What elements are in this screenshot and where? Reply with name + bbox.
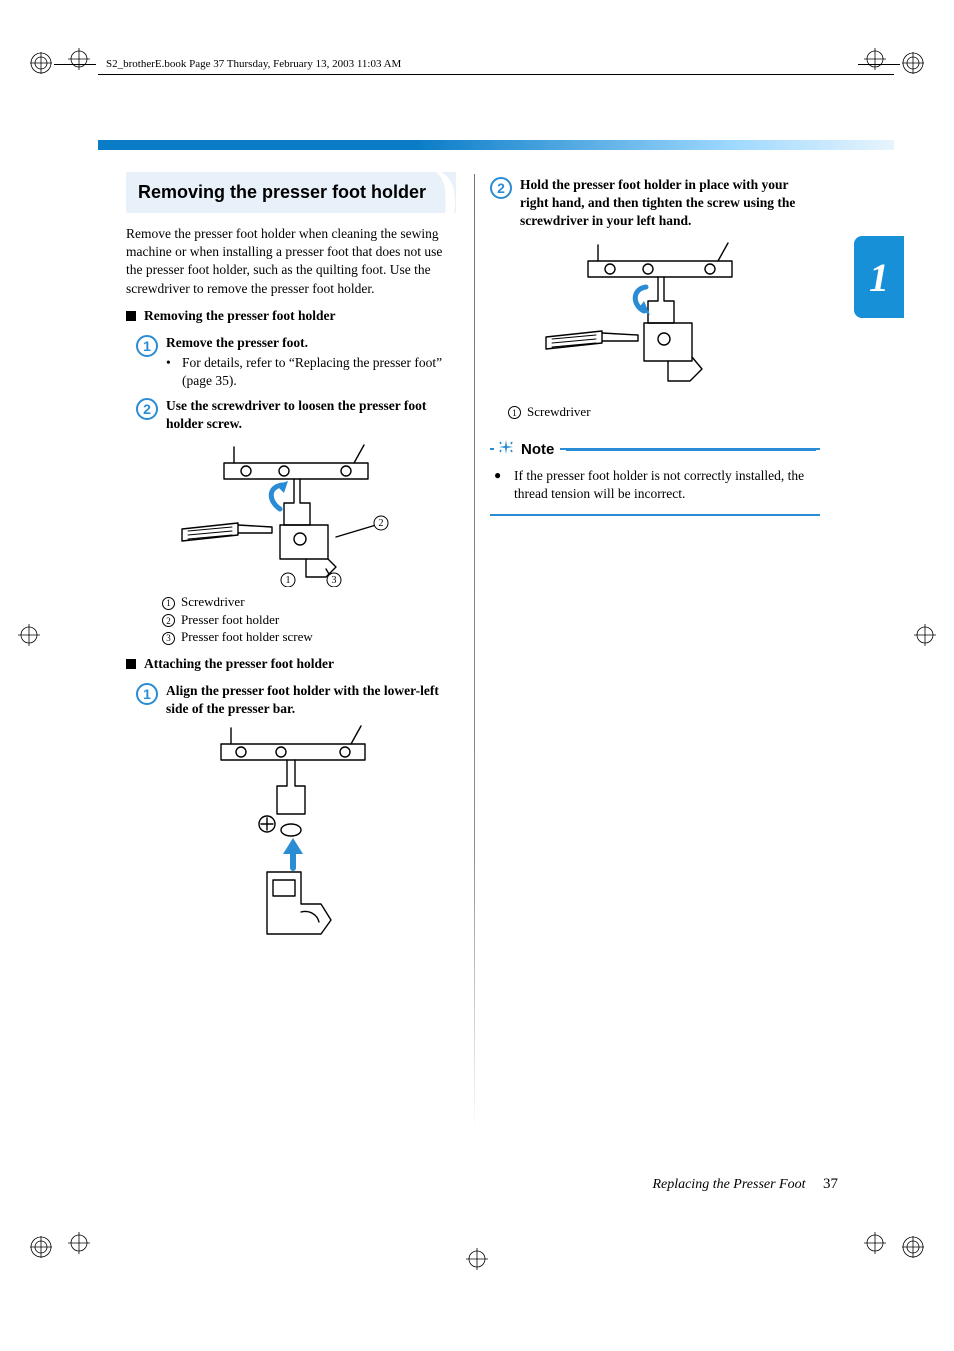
crop-line-top xyxy=(54,64,96,65)
sparkle-icon xyxy=(496,439,516,459)
step-c2-title: Hold the presser foot holder in place wi… xyxy=(520,176,820,231)
diagram-align-holder xyxy=(201,724,381,954)
crop-mark-top-left-cross xyxy=(68,48,90,70)
step-a1: 1 Remove the presser foot. For details, … xyxy=(136,334,456,391)
header-rule xyxy=(98,74,894,75)
crop-bottom-right-cross xyxy=(864,1232,886,1254)
step-a2: 2 Use the screwdriver to loosen the pres… xyxy=(136,397,456,433)
page-header-text: S2_brotherE.book Page 37 Thursday, Febru… xyxy=(106,58,401,70)
step-number-icon: 2 xyxy=(136,398,158,420)
step-b1: 1 Align the presser foot holder with the… xyxy=(136,682,456,718)
step-a1-bullet: For details, refer to “Replacing the pre… xyxy=(166,354,456,390)
crop-bottom-left-target xyxy=(30,1236,52,1258)
callout-label: Screwdriver xyxy=(527,403,591,421)
section-title-box: ) Removing the presser foot holder xyxy=(126,172,456,213)
crop-mark-top-left-target xyxy=(30,52,52,74)
subhead-removing-label: Removing the presser foot holder xyxy=(144,308,335,324)
crop-mark-top-right-target xyxy=(902,52,924,74)
svg-text:1: 1 xyxy=(286,575,291,586)
square-bullet-icon xyxy=(126,311,136,321)
step-number-icon: 1 xyxy=(136,683,158,705)
note-header-line xyxy=(566,450,816,451)
subhead-attaching-label: Attaching the presser foot holder xyxy=(144,656,334,672)
page-number: 37 xyxy=(823,1176,838,1192)
callout-num: 3 xyxy=(162,632,175,645)
callouts-diagram3: 1 Screwdriver xyxy=(508,403,820,421)
intro-paragraph: Remove the presser foot holder when clea… xyxy=(126,225,456,298)
note-body: If the presser foot holder is not correc… xyxy=(494,467,816,503)
crop-mid-left xyxy=(18,624,40,646)
svg-text:3: 3 xyxy=(332,575,337,586)
step-number-icon: 1 xyxy=(136,335,158,357)
diagram-loosen-screw: 1 3 2 xyxy=(176,439,406,587)
crop-line-top-r xyxy=(858,64,900,65)
top-accent-bar xyxy=(98,140,894,150)
crop-bottom-left-cross xyxy=(68,1232,90,1254)
callouts-diagram1: 1 Screwdriver 2 Presser foot holder 3 Press… xyxy=(162,593,456,646)
crop-mark-top-right-cross xyxy=(864,48,886,70)
chapter-number: 1 xyxy=(869,254,889,301)
step-number-icon: 2 xyxy=(490,177,512,199)
crop-mid-right xyxy=(914,624,936,646)
svg-text:2: 2 xyxy=(379,518,384,529)
section-title: Removing the presser foot holder xyxy=(138,182,444,203)
column-divider xyxy=(474,174,475,1134)
subhead-attaching: Attaching the presser foot holder xyxy=(126,656,456,672)
step-b1-title: Align the presser foot holder with the l… xyxy=(166,682,456,718)
step-a1-title: Remove the presser foot. xyxy=(166,334,456,352)
callout-num: 1 xyxy=(162,597,175,610)
diagram-tighten-screw xyxy=(540,237,770,397)
square-bullet-icon xyxy=(126,659,136,669)
crop-bottom-center xyxy=(466,1248,488,1270)
crop-bottom-right-target xyxy=(902,1236,924,1258)
callout-label: Presser foot holder xyxy=(181,611,279,629)
step-a2-title: Use the screwdriver to loosen the presse… xyxy=(166,397,456,433)
step-c2: 2 Hold the presser foot holder in place … xyxy=(490,176,820,231)
callout-label: Screwdriver xyxy=(181,593,245,611)
callout-label: Presser foot holder screw xyxy=(181,628,313,646)
note-label: Note xyxy=(521,441,554,458)
callout-num: 1 xyxy=(508,406,521,419)
subhead-removing: Removing the presser foot holder xyxy=(126,308,456,324)
footer-title: Replacing the Presser Foot xyxy=(652,1177,805,1192)
chapter-tab: 1 xyxy=(854,236,904,318)
page-footer: Replacing the Presser Foot 37 xyxy=(652,1176,838,1193)
callout-num: 2 xyxy=(162,614,175,627)
note-box: Note If the presser foot holder is not c… xyxy=(490,448,820,515)
